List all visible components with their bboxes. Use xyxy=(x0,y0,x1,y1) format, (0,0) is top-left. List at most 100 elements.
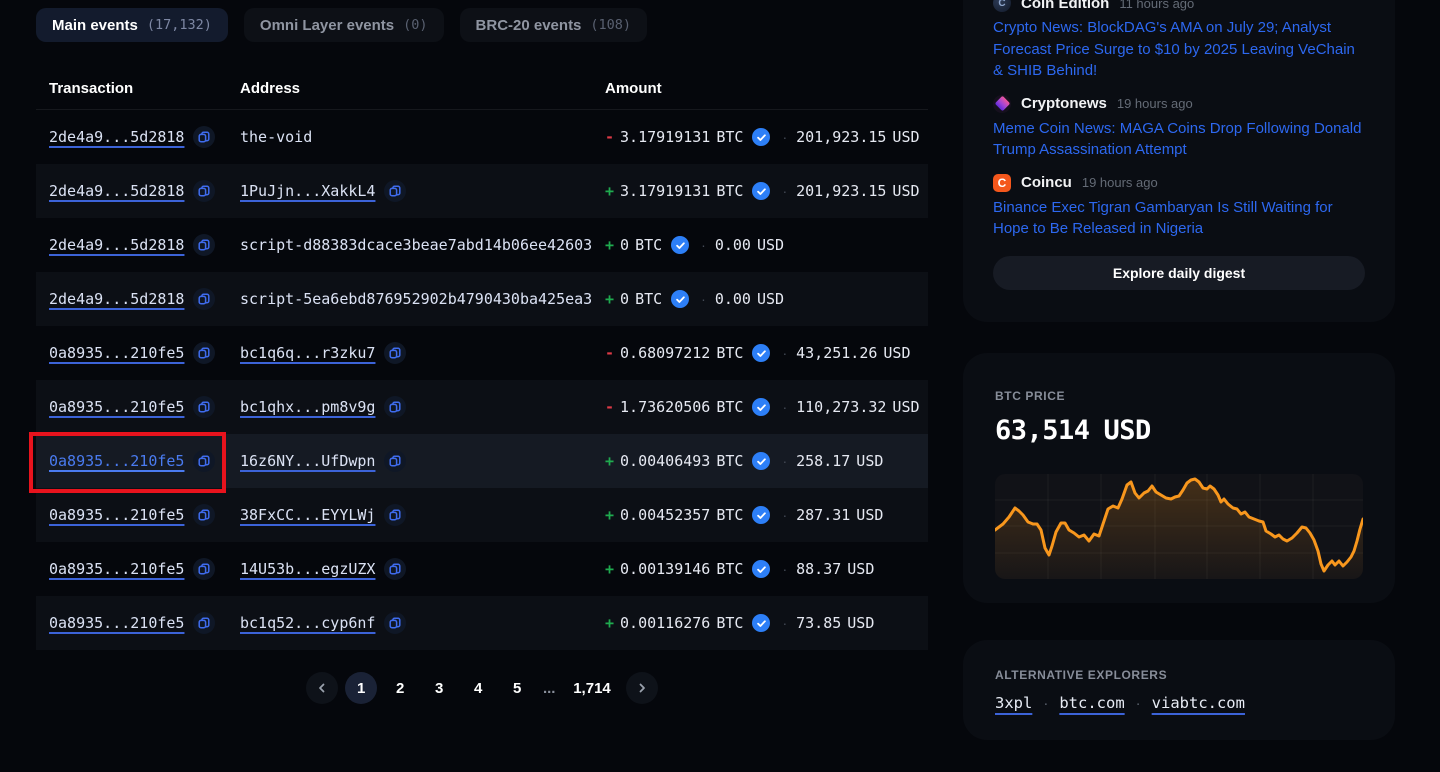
tab-brc-20-events[interactable]: BRC-20 events (108) xyxy=(459,8,648,42)
transaction-link[interactable]: 0a8935...210fe5 xyxy=(49,560,185,578)
address-link[interactable]: bc1q52...cyp6nf xyxy=(240,614,376,632)
copy-icon[interactable] xyxy=(193,180,216,202)
copy-icon[interactable] xyxy=(384,180,407,202)
address-link[interactable]: bc1q6q...r3zku7 xyxy=(240,344,376,362)
btc-amount: 3.17919131 xyxy=(620,182,711,200)
verified-icon xyxy=(752,614,771,632)
copy-icon[interactable] xyxy=(384,504,407,526)
cryptonews-icon xyxy=(993,94,1011,113)
previous-page-button[interactable] xyxy=(306,672,339,704)
table-row: 2de4a9...5d2818 script-d88383dcace3beae7a… xyxy=(36,218,928,272)
verified-icon xyxy=(752,398,771,416)
tab-omni-layer-events[interactable]: Omni Layer events (0) xyxy=(243,8,444,42)
copy-icon[interactable] xyxy=(193,396,216,418)
page-button-4[interactable]: 4 xyxy=(474,679,483,697)
plus-sign: + xyxy=(605,236,615,254)
usd-amount: 73.85 xyxy=(796,614,842,632)
address-link[interactable]: bc1qhx...pm8v9g xyxy=(240,398,376,416)
page-button-last[interactable]: 1,714 xyxy=(573,679,611,697)
plus-sign: + xyxy=(605,452,615,470)
usd-unit: USD xyxy=(883,344,911,362)
transaction-link[interactable]: 0a8935...210fe5 xyxy=(49,452,185,470)
address-cell: 1PuJjn...XakkL4 xyxy=(240,180,605,202)
copy-icon[interactable] xyxy=(384,396,407,418)
verified-icon xyxy=(752,182,771,200)
transaction-link[interactable]: 0a8935...210fe5 xyxy=(49,506,185,524)
transaction-link[interactable]: 2de4a9...5d2818 xyxy=(49,128,185,146)
table-row: 2de4a9...5d2818 script-5ea6ebd876952902b4… xyxy=(36,272,928,326)
address-cell: 14U53b...egzUZX xyxy=(240,558,605,580)
address-link[interactable]: 38FxCC...EYYLWj xyxy=(240,506,376,524)
news-source-row: C Coincu 19 hours ago xyxy=(993,173,1365,192)
btc-unit: BTC xyxy=(716,506,744,524)
news-headline-link[interactable]: Meme Coin News: MAGA Coins Drop Followin… xyxy=(993,119,1362,159)
address-link[interactable]: 1PuJjn...XakkL4 xyxy=(240,182,376,200)
table-row: 0a8935...210fe5 bc1q6q...r3zku7 -0.6809721… xyxy=(36,326,928,380)
copy-icon[interactable] xyxy=(193,558,216,580)
copy-icon[interactable] xyxy=(384,450,407,472)
plus-sign: + xyxy=(605,182,615,200)
transaction-cell: 0a8935...210fe5 xyxy=(49,558,240,580)
news-item: C Coincu 19 hours ago Binance Exec Tigran G… xyxy=(993,173,1365,240)
transaction-link[interactable]: 2de4a9...5d2818 xyxy=(49,182,185,200)
address-link[interactable]: 14U53b...egzUZX xyxy=(240,560,376,578)
verified-icon xyxy=(752,344,771,362)
page-button-5[interactable]: 5 xyxy=(513,679,522,697)
page-button-1[interactable]: 1 xyxy=(345,672,378,704)
transaction-cell: 2de4a9...5d2818 xyxy=(49,126,240,148)
news-headline-link[interactable]: Binance Exec Tigran Gambaryan Is Still W… xyxy=(993,198,1333,238)
dot-separator: · xyxy=(1135,694,1141,712)
transaction-cell: 0a8935...210fe5 xyxy=(49,450,240,472)
address-link[interactable]: 16z6NY...UfDwpn xyxy=(240,452,376,470)
column-header-transaction: Transaction xyxy=(49,80,134,97)
dot-separator: · xyxy=(782,183,788,199)
transaction-link[interactable]: 0a8935...210fe5 xyxy=(49,344,185,362)
dot-separator: · xyxy=(782,129,788,145)
copy-icon[interactable] xyxy=(193,234,216,256)
news-item: C Coin Edition 11 hours ago Crypto News: Bl… xyxy=(993,0,1365,82)
copy-icon[interactable] xyxy=(384,558,407,580)
news-source-row: Cryptonews 19 hours ago xyxy=(993,94,1365,113)
usd-amount: 0.00 xyxy=(714,290,751,308)
explorer-link-viabtc-com[interactable]: viabtc.com xyxy=(1151,694,1245,712)
copy-icon[interactable] xyxy=(384,342,407,364)
address-cell: the-void xyxy=(240,128,605,146)
explore-daily-digest-button[interactable]: Explore daily digest xyxy=(993,255,1365,290)
alternative-explorers-label: ALTERNATIVE EXPLORERS xyxy=(995,668,1168,682)
events-panel: Main events (17,132) Omni Layer events (0) B… xyxy=(36,8,928,704)
explorer-link-3xpl[interactable]: 3xpl xyxy=(995,694,1033,712)
transaction-link[interactable]: 2de4a9...5d2818 xyxy=(49,236,185,254)
news-source-name: Coincu xyxy=(1021,174,1072,191)
address-cell: script-d88383dcace3beae7abd14b06ee42603 xyxy=(240,236,605,254)
dot-separator: · xyxy=(701,291,706,307)
copy-icon[interactable] xyxy=(193,612,216,634)
dot-separator: · xyxy=(782,615,788,631)
explorer-links: 3xpl · btc.com · viabtc.com xyxy=(995,694,1363,712)
copy-icon[interactable] xyxy=(193,288,216,310)
btc-unit: BTC xyxy=(716,560,744,578)
tab-main-events[interactable]: Main events (17,132) xyxy=(36,8,228,42)
amount-cell: -1.73620506 BTC · 110,273.32 USD xyxy=(605,398,928,416)
explorer-link-btc-com[interactable]: btc.com xyxy=(1059,694,1125,712)
copy-icon[interactable] xyxy=(193,450,216,472)
copy-icon[interactable] xyxy=(193,504,216,526)
usd-unit: USD xyxy=(856,452,884,470)
diamond-shape xyxy=(994,95,1010,112)
transaction-link[interactable]: 0a8935...210fe5 xyxy=(49,398,185,416)
transaction-link[interactable]: 2de4a9...5d2818 xyxy=(49,290,185,308)
copy-icon[interactable] xyxy=(193,126,216,148)
chart-price-line xyxy=(995,477,1363,573)
copy-icon[interactable] xyxy=(193,342,216,364)
transaction-link[interactable]: 0a8935...210fe5 xyxy=(49,614,185,632)
btc-amount: 0 xyxy=(620,236,630,254)
news-headline-link[interactable]: Crypto News: BlockDAG's AMA on July 29; … xyxy=(993,19,1355,79)
minus-sign: - xyxy=(605,344,615,362)
page-button-3[interactable]: 3 xyxy=(435,679,444,697)
usd-amount: 287.31 xyxy=(796,506,851,524)
page-button-2[interactable]: 2 xyxy=(396,679,405,697)
copy-icon[interactable] xyxy=(384,612,407,634)
amount-cell: +0.00452357 BTC · 287.31 USD xyxy=(605,506,928,524)
next-page-button[interactable] xyxy=(625,672,658,704)
tab-count: (0) xyxy=(403,17,428,33)
